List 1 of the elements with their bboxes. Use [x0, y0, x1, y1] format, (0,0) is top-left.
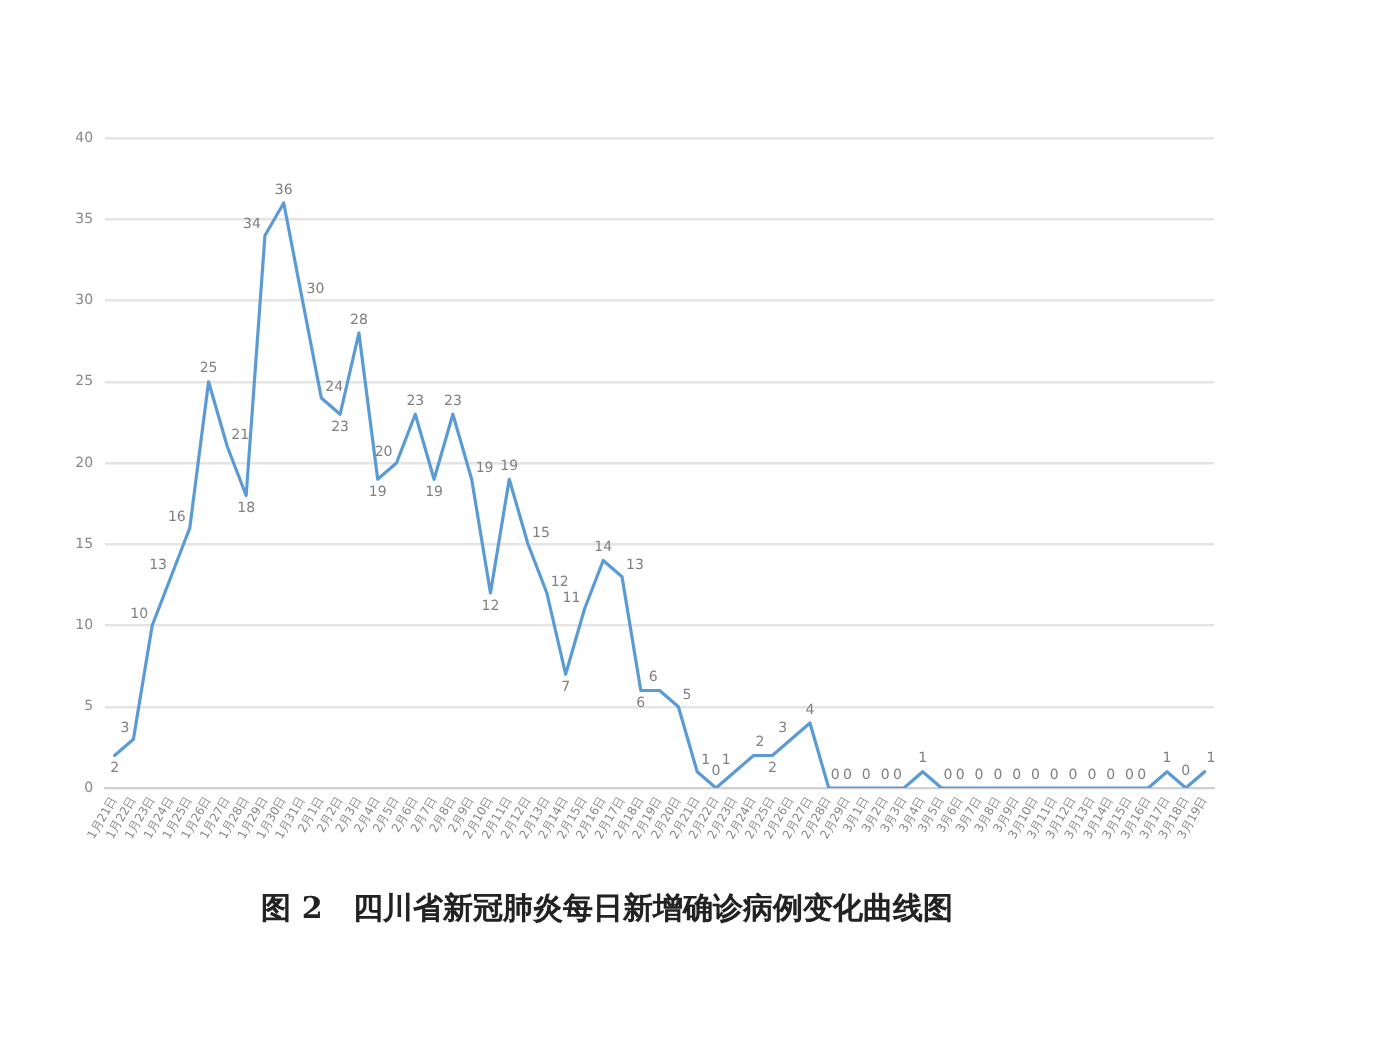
text: 图 2 四川省新冠肺炎每日新增确诊病例变化曲线图 [261, 889, 953, 926]
